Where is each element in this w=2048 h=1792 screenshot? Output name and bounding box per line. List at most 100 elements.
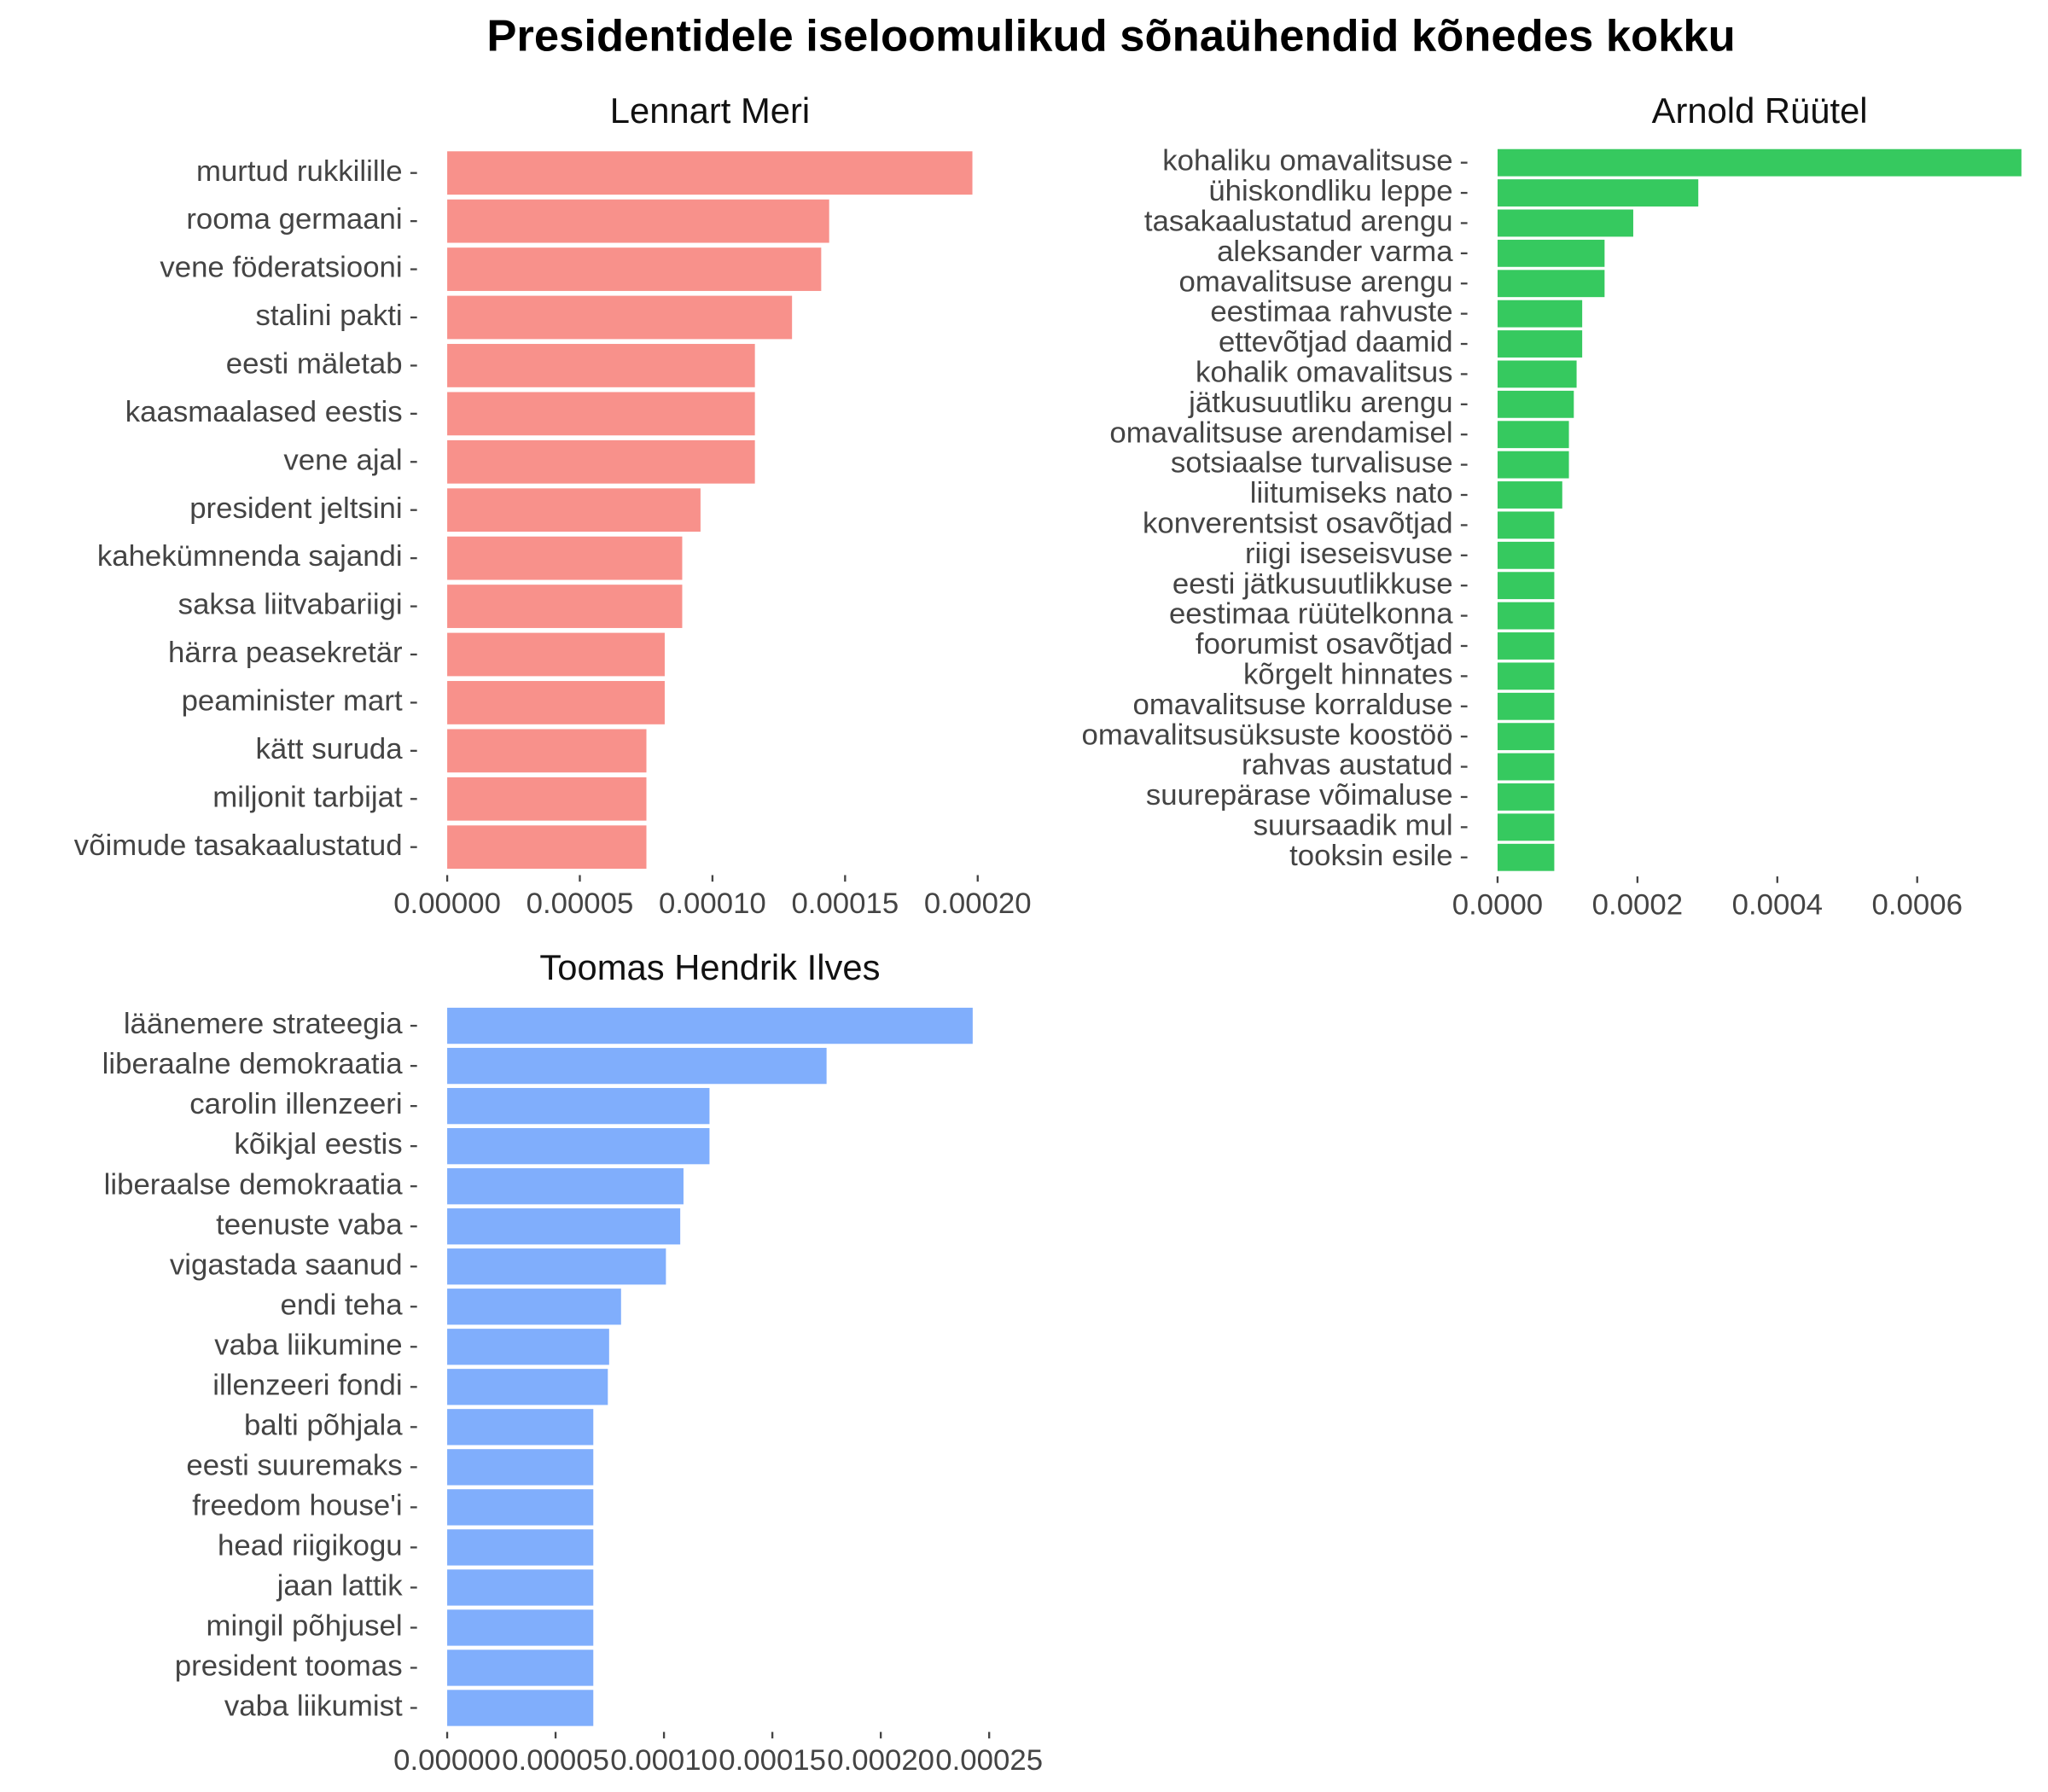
y-tick-label: eestimaa rahvuste xyxy=(1210,296,1452,329)
y-tick-label: mingil põhjusel xyxy=(207,1610,403,1643)
x-tick-label: 0.00005 xyxy=(527,887,634,920)
bar xyxy=(1497,481,1562,509)
bar xyxy=(1497,360,1577,388)
y-tick-label: endi teha xyxy=(280,1289,403,1321)
y-tick-label: suursaadik mul xyxy=(1254,810,1453,842)
y-tick-label: riigi iseseisvuse xyxy=(1245,538,1453,570)
bar xyxy=(447,1489,594,1526)
y-tick-label: president jeltsini xyxy=(189,492,402,525)
y-tick-label: liberaalse demokraatia xyxy=(104,1168,404,1201)
bar xyxy=(1497,692,1555,720)
bar xyxy=(1497,421,1569,449)
x-tick-label: 0.0002 xyxy=(1592,888,1683,921)
x-tick-label: 0.00010 xyxy=(659,887,766,920)
bar xyxy=(1497,511,1555,539)
bar xyxy=(447,777,647,821)
bar xyxy=(1497,753,1555,781)
bar xyxy=(1497,451,1569,479)
y-tick-label: head riigikogu xyxy=(218,1530,403,1562)
bar xyxy=(1497,179,1699,207)
y-tick-label: võimude tasakaalustatud xyxy=(74,829,403,862)
panel-title: Lennart Meri xyxy=(610,90,810,131)
x-tick-label: 0.00025 xyxy=(935,1744,1043,1777)
y-tick-label: vene ajal xyxy=(283,445,402,477)
panel-title: Arnold Rüütel xyxy=(1652,90,1868,131)
x-tick-label: 0.00000 xyxy=(393,887,501,920)
y-tick-label: omavalitsusüksuste koostöö xyxy=(1082,719,1453,751)
bar xyxy=(447,681,665,724)
y-tick-label: saksa liitvabariigi xyxy=(178,589,403,621)
y-tick-label: ettevõtjad daamid xyxy=(1219,326,1453,358)
bar xyxy=(1497,270,1605,298)
y-tick-label: foorumist osavõtjad xyxy=(1196,628,1453,660)
bar xyxy=(447,1047,827,1085)
y-tick-label: kõrgelt hinnates xyxy=(1243,659,1453,691)
bar xyxy=(447,1127,710,1165)
bar xyxy=(1497,330,1583,358)
y-tick-label: president toomas xyxy=(175,1650,403,1683)
bar xyxy=(1497,602,1555,630)
y-tick-label: carolin illenzeeri xyxy=(189,1088,402,1120)
x-tick-label: 0.00015 xyxy=(791,887,899,920)
y-tick-label: liitumiseks nato xyxy=(1250,477,1453,509)
bar xyxy=(1497,572,1555,600)
x-tick-label: 0.0004 xyxy=(1732,888,1823,921)
y-tick-label: kohaliku omavalitsuse xyxy=(1162,145,1452,177)
bar xyxy=(447,1007,973,1044)
y-tick-label: konverentsist osavõtjad xyxy=(1143,508,1453,540)
y-tick-label: vaba liikumist xyxy=(224,1690,403,1723)
bar xyxy=(447,1087,710,1125)
bar xyxy=(447,1208,681,1245)
x-tick-label: 0.00015 xyxy=(719,1744,826,1777)
y-tick-label: balti põhjala xyxy=(244,1410,403,1442)
y-tick-label: aleksander varma xyxy=(1217,236,1453,268)
y-tick-label: kaasmaalased eestis xyxy=(125,396,403,428)
y-tick-label: peaminister mart xyxy=(182,685,403,718)
y-tick-label: omavalitsuse arengu xyxy=(1179,265,1453,298)
y-tick-label: kätt suruda xyxy=(256,733,404,765)
x-tick-label: 0.00020 xyxy=(924,887,1032,920)
x-tick-label: 0.00010 xyxy=(610,1744,718,1777)
y-tick-label: suurepärase võimaluse xyxy=(1146,779,1453,812)
bar xyxy=(447,1329,609,1365)
bar xyxy=(447,1369,608,1405)
y-tick-label: kohalik omavalitsus xyxy=(1196,357,1453,389)
bar xyxy=(447,536,683,580)
y-tick-label: liberaalne demokraatia xyxy=(102,1048,404,1080)
bar xyxy=(1497,541,1555,569)
y-tick-label: eesti suuremaks xyxy=(186,1450,402,1482)
y-tick-label: ühiskondliku leppe xyxy=(1208,175,1452,207)
y-tick-label: vene föderatsiooni xyxy=(160,252,402,284)
y-tick-label: rahvas austatud xyxy=(1242,749,1453,782)
y-tick-label: vaba liikumine xyxy=(214,1329,402,1362)
bar xyxy=(1497,662,1555,690)
bar xyxy=(447,151,973,195)
bar xyxy=(447,1609,594,1646)
bar xyxy=(447,825,647,870)
bar xyxy=(447,585,683,628)
bar xyxy=(447,199,829,243)
bar xyxy=(447,1409,594,1446)
bar xyxy=(1497,239,1605,267)
bar xyxy=(447,344,755,387)
y-tick-label: jaan lattik xyxy=(276,1570,404,1603)
bar xyxy=(447,1529,594,1566)
bar xyxy=(1497,723,1555,751)
x-tick-label: 0.0006 xyxy=(1872,888,1963,921)
bar xyxy=(1497,843,1555,871)
panel-title: Toomas Hendrik Ilves xyxy=(539,947,880,987)
y-tick-label: illenzeeri fondi xyxy=(212,1370,402,1402)
bar xyxy=(1497,783,1555,811)
bar xyxy=(447,1248,666,1285)
bar xyxy=(1497,300,1583,328)
y-tick-label: härra peasekretär xyxy=(168,637,403,669)
bar xyxy=(1497,148,2022,177)
bar xyxy=(447,295,793,340)
bar xyxy=(1497,390,1574,418)
y-tick-label: vigastada saanud xyxy=(170,1248,403,1281)
y-tick-label: jätkusuutliku arengu xyxy=(1188,387,1452,419)
x-tick-label: 0.00020 xyxy=(827,1744,934,1777)
y-tick-label: eesti mäletab xyxy=(226,348,403,381)
